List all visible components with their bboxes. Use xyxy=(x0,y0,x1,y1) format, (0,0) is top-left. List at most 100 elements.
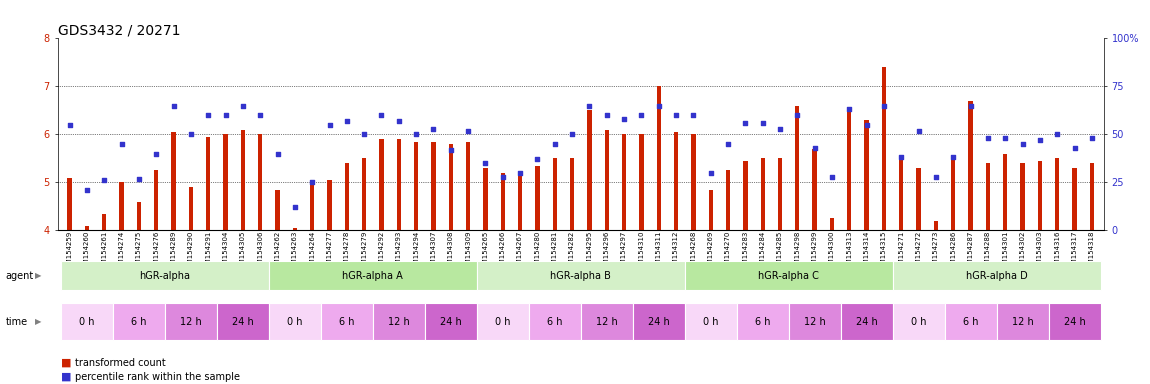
Text: ▶: ▶ xyxy=(34,317,41,326)
Bar xyxy=(968,101,973,230)
Text: 24 h: 24 h xyxy=(440,316,461,327)
Point xyxy=(233,103,252,109)
Bar xyxy=(1055,158,1059,230)
Text: 12 h: 12 h xyxy=(1012,316,1034,327)
Point xyxy=(164,103,183,109)
Bar xyxy=(362,158,367,230)
Point xyxy=(702,170,720,176)
Bar xyxy=(258,134,262,230)
Point xyxy=(822,174,841,180)
Point xyxy=(338,118,356,124)
Bar xyxy=(535,166,539,230)
Text: 12 h: 12 h xyxy=(596,316,618,327)
Text: 24 h: 24 h xyxy=(856,316,877,327)
Point xyxy=(996,135,1014,141)
Point xyxy=(355,131,374,137)
Point xyxy=(61,122,79,128)
Point xyxy=(979,135,997,141)
Bar xyxy=(865,120,868,230)
Text: hGR-alpha D: hGR-alpha D xyxy=(966,270,1027,281)
Text: 24 h: 24 h xyxy=(1064,316,1086,327)
Bar xyxy=(622,134,627,230)
Bar xyxy=(328,180,331,230)
Text: hGR-alpha: hGR-alpha xyxy=(139,270,191,281)
Bar xyxy=(154,170,159,230)
Point xyxy=(373,112,391,118)
Bar xyxy=(553,158,557,230)
Bar xyxy=(466,142,470,230)
Bar xyxy=(397,139,401,230)
Point xyxy=(892,154,911,161)
Text: 24 h: 24 h xyxy=(232,316,254,327)
Point xyxy=(321,122,339,128)
Bar xyxy=(1020,163,1025,230)
Bar xyxy=(605,130,608,230)
Point xyxy=(875,103,894,109)
Text: 0 h: 0 h xyxy=(79,316,94,327)
Text: 6 h: 6 h xyxy=(547,316,562,327)
Bar xyxy=(345,163,348,230)
Point xyxy=(285,204,304,210)
Point xyxy=(493,174,512,180)
Text: hGR-alpha B: hGR-alpha B xyxy=(551,270,611,281)
Bar xyxy=(691,134,696,230)
Point xyxy=(736,120,754,126)
Bar xyxy=(657,86,661,230)
Text: 0 h: 0 h xyxy=(288,316,302,327)
Bar xyxy=(1037,161,1042,230)
Point xyxy=(407,131,426,137)
Bar xyxy=(813,149,816,230)
Bar xyxy=(206,137,210,230)
Bar xyxy=(68,177,71,230)
Bar xyxy=(588,111,591,230)
Point xyxy=(961,103,980,109)
Point xyxy=(476,160,494,166)
Text: 12 h: 12 h xyxy=(804,316,826,327)
Text: 24 h: 24 h xyxy=(647,316,669,327)
Point xyxy=(858,122,876,128)
Text: 0 h: 0 h xyxy=(494,316,511,327)
Bar xyxy=(414,142,419,230)
Text: GDS3432 / 20271: GDS3432 / 20271 xyxy=(58,23,181,37)
Point xyxy=(753,120,772,126)
Text: transformed count: transformed count xyxy=(75,358,166,368)
Point xyxy=(390,118,408,124)
Bar xyxy=(674,132,678,230)
Point xyxy=(927,174,945,180)
Point xyxy=(719,141,737,147)
Bar xyxy=(380,139,384,230)
Point xyxy=(650,103,668,109)
Point xyxy=(1048,131,1066,137)
Point xyxy=(1013,141,1032,147)
Point xyxy=(78,187,97,193)
Text: 0 h: 0 h xyxy=(703,316,719,327)
Point xyxy=(1082,135,1101,141)
Bar xyxy=(639,134,644,230)
Bar xyxy=(934,221,938,230)
Bar xyxy=(85,226,89,230)
Point xyxy=(268,151,286,157)
Point xyxy=(615,116,634,122)
Point xyxy=(511,170,529,176)
Point xyxy=(302,179,321,185)
Text: ■: ■ xyxy=(61,372,71,382)
Bar xyxy=(830,218,834,230)
Text: 6 h: 6 h xyxy=(963,316,979,327)
Point xyxy=(147,151,166,157)
Bar xyxy=(986,163,990,230)
Bar xyxy=(189,187,193,230)
Bar xyxy=(951,158,956,230)
Text: 12 h: 12 h xyxy=(181,316,201,327)
Bar xyxy=(275,190,279,230)
Point xyxy=(684,112,703,118)
Point xyxy=(841,106,859,113)
Point xyxy=(459,127,477,134)
Text: percentile rank within the sample: percentile rank within the sample xyxy=(75,372,239,382)
Bar xyxy=(120,182,124,230)
Text: time: time xyxy=(6,316,28,327)
Bar xyxy=(570,158,574,230)
Point xyxy=(598,112,616,118)
Text: hGR-alpha C: hGR-alpha C xyxy=(758,270,819,281)
Bar xyxy=(500,173,505,230)
Point xyxy=(562,131,581,137)
